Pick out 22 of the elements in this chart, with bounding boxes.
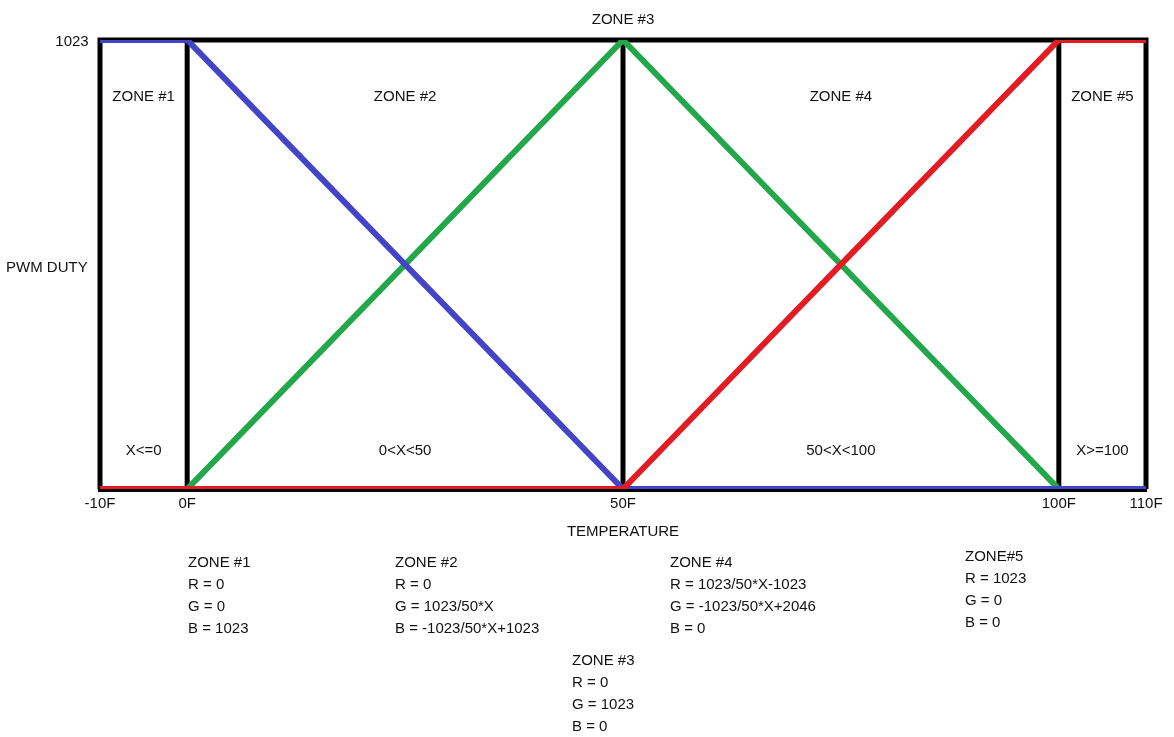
text: 1023 — [55, 31, 89, 49]
annotation: ZONE #2 — [373, 86, 437, 104]
x-tick-label: 110F — [1129, 494, 1163, 512]
annotation: 50<X<100 — [806, 440, 876, 458]
x-tick-label: 50F — [610, 494, 636, 512]
text: ZONE #2 R = 0 G = 1023/50*X B = -1023/50*X+1023 — [395, 552, 540, 638]
x-tick-label: 100F — [1041, 494, 1076, 512]
text: ZONE#5 R = 1023 G = 0 B = 0 — [965, 546, 1027, 632]
annotation: ZONE #1 — [112, 86, 175, 104]
annotation: X>=100 — [1076, 440, 1129, 458]
x-axis-title: TEMPERATURE — [566, 522, 680, 540]
text: ZONE #1 R = 0 G = 0 B = 1023 — [188, 552, 251, 638]
annotation: ZONE #5 — [1071, 86, 1134, 104]
x-tick-label: -10F — [84, 494, 116, 512]
annotation: ZONE #4 — [809, 86, 873, 104]
annotation: 0<X<50 — [378, 440, 432, 458]
text: ZONE #3 — [591, 9, 655, 27]
y-axis-title: PWM DUTY — [6, 258, 88, 275]
text: ZONE #4 R = 1023/50*X-1023 G = -1023/50*X+2046 B = 0 — [670, 552, 816, 638]
text: ZONE #3 R = 0 G = 1023 B = 0 — [572, 650, 635, 736]
annotation: X<=0 — [125, 440, 162, 458]
x-tick-label: 0F — [178, 494, 196, 512]
